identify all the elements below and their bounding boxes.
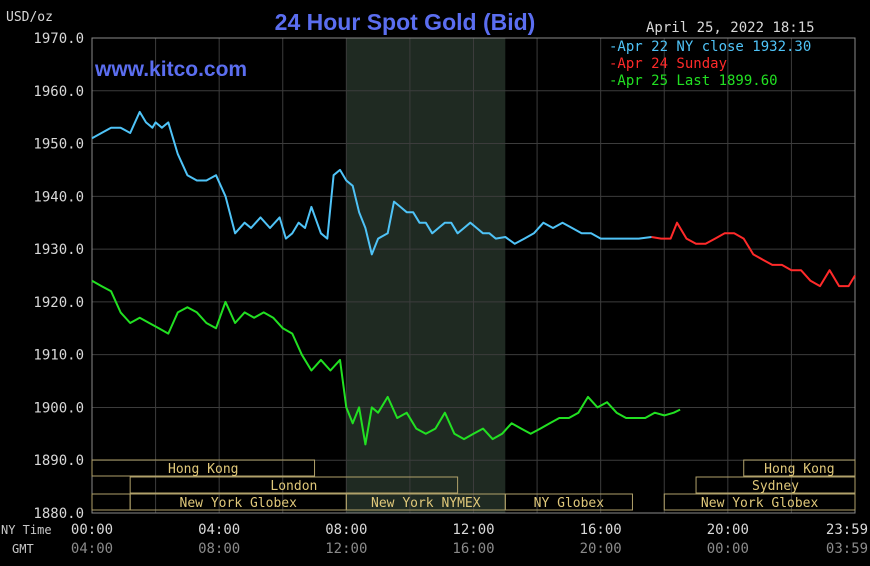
legend-entry: -Apr 22 NY close 1932.30 bbox=[609, 39, 811, 55]
session-label: New York Globex bbox=[701, 496, 819, 511]
market-sessions: Hong Kong Hong Kong London Sydney New York G… bbox=[91, 459, 856, 511]
series-line-apr-24 bbox=[651, 221, 856, 288]
session-box bbox=[695, 476, 856, 494]
axis-ticks: 1970.0 1960.0 1950.0 1940.0 1930.0 1920.0 1910… bbox=[33, 31, 868, 557]
session-label: London bbox=[270, 479, 317, 494]
gmt-tick-label: 04:00 bbox=[71, 541, 113, 557]
session-box bbox=[663, 493, 856, 511]
gmt-tick-label: 08:00 bbox=[198, 541, 240, 557]
gmt-tick-label: 20:00 bbox=[580, 541, 622, 557]
y-tick-label: 1930.0 bbox=[33, 242, 84, 258]
x-row-label-ny: NY Time bbox=[1, 523, 52, 537]
x-tick-label: 20:00 bbox=[707, 522, 749, 538]
y-tick-label: 1880.0 bbox=[33, 506, 84, 522]
chart-title: 24 Hour Spot Gold (Bid) bbox=[275, 9, 536, 35]
gmt-tick-label: 03:59 bbox=[826, 541, 868, 557]
timestamp: April 25, 2022 18:15 bbox=[646, 20, 815, 36]
series-line-apr-25 bbox=[91, 279, 681, 446]
y-tick-label: 1920.0 bbox=[33, 295, 84, 311]
session-box bbox=[504, 493, 633, 511]
session-label: New York NYMEX bbox=[371, 496, 481, 511]
series-line-apr-22 bbox=[91, 110, 652, 256]
session-box bbox=[743, 459, 856, 477]
kitco-watermark: www.kitco.com bbox=[94, 58, 247, 81]
legend-entry: -Apr 25 Last 1899.60 bbox=[609, 73, 778, 89]
x-tick-label: 04:00 bbox=[198, 522, 240, 538]
legend: -Apr 22 NY close 1932.30-Apr 24 Sunday-A… bbox=[609, 39, 811, 89]
highlight-band bbox=[346, 38, 506, 513]
y-tick-label: 1890.0 bbox=[33, 453, 84, 469]
session-label: New York Globex bbox=[180, 496, 298, 511]
session-box bbox=[129, 476, 459, 494]
session-label: Hong Kong bbox=[168, 462, 238, 477]
y-tick-label: 1940.0 bbox=[33, 189, 84, 205]
nymex-session-highlight bbox=[346, 38, 506, 513]
price-lines bbox=[91, 110, 856, 446]
gmt-tick-label: 00:00 bbox=[707, 541, 749, 557]
y-tick-label: 1960.0 bbox=[33, 84, 84, 100]
x-tick-label: 12:00 bbox=[452, 522, 494, 538]
gmt-tick-label: 16:00 bbox=[452, 541, 494, 557]
session-label: Sydney bbox=[752, 479, 799, 494]
x-tick-label: 23:59 bbox=[826, 522, 868, 538]
y-tick-label: 1910.0 bbox=[33, 348, 84, 364]
unit-label: USD/oz bbox=[6, 10, 53, 25]
legend-entry: -Apr 24 Sunday bbox=[609, 56, 727, 72]
y-tick-label: 1900.0 bbox=[33, 400, 84, 416]
gmt-tick-label: 12:00 bbox=[325, 541, 367, 557]
x-tick-label: 00:00 bbox=[71, 522, 113, 538]
x-tick-label: 08:00 bbox=[325, 522, 367, 538]
y-tick-label: 1970.0 bbox=[33, 31, 84, 47]
y-tick-label: 1950.0 bbox=[33, 137, 84, 153]
session-label: NY Globex bbox=[534, 496, 605, 511]
session-box bbox=[91, 459, 316, 477]
x-tick-label: 16:00 bbox=[580, 522, 622, 538]
x-row-label-gmt: GMT bbox=[12, 542, 34, 556]
session-label: Hong Kong bbox=[764, 462, 834, 477]
